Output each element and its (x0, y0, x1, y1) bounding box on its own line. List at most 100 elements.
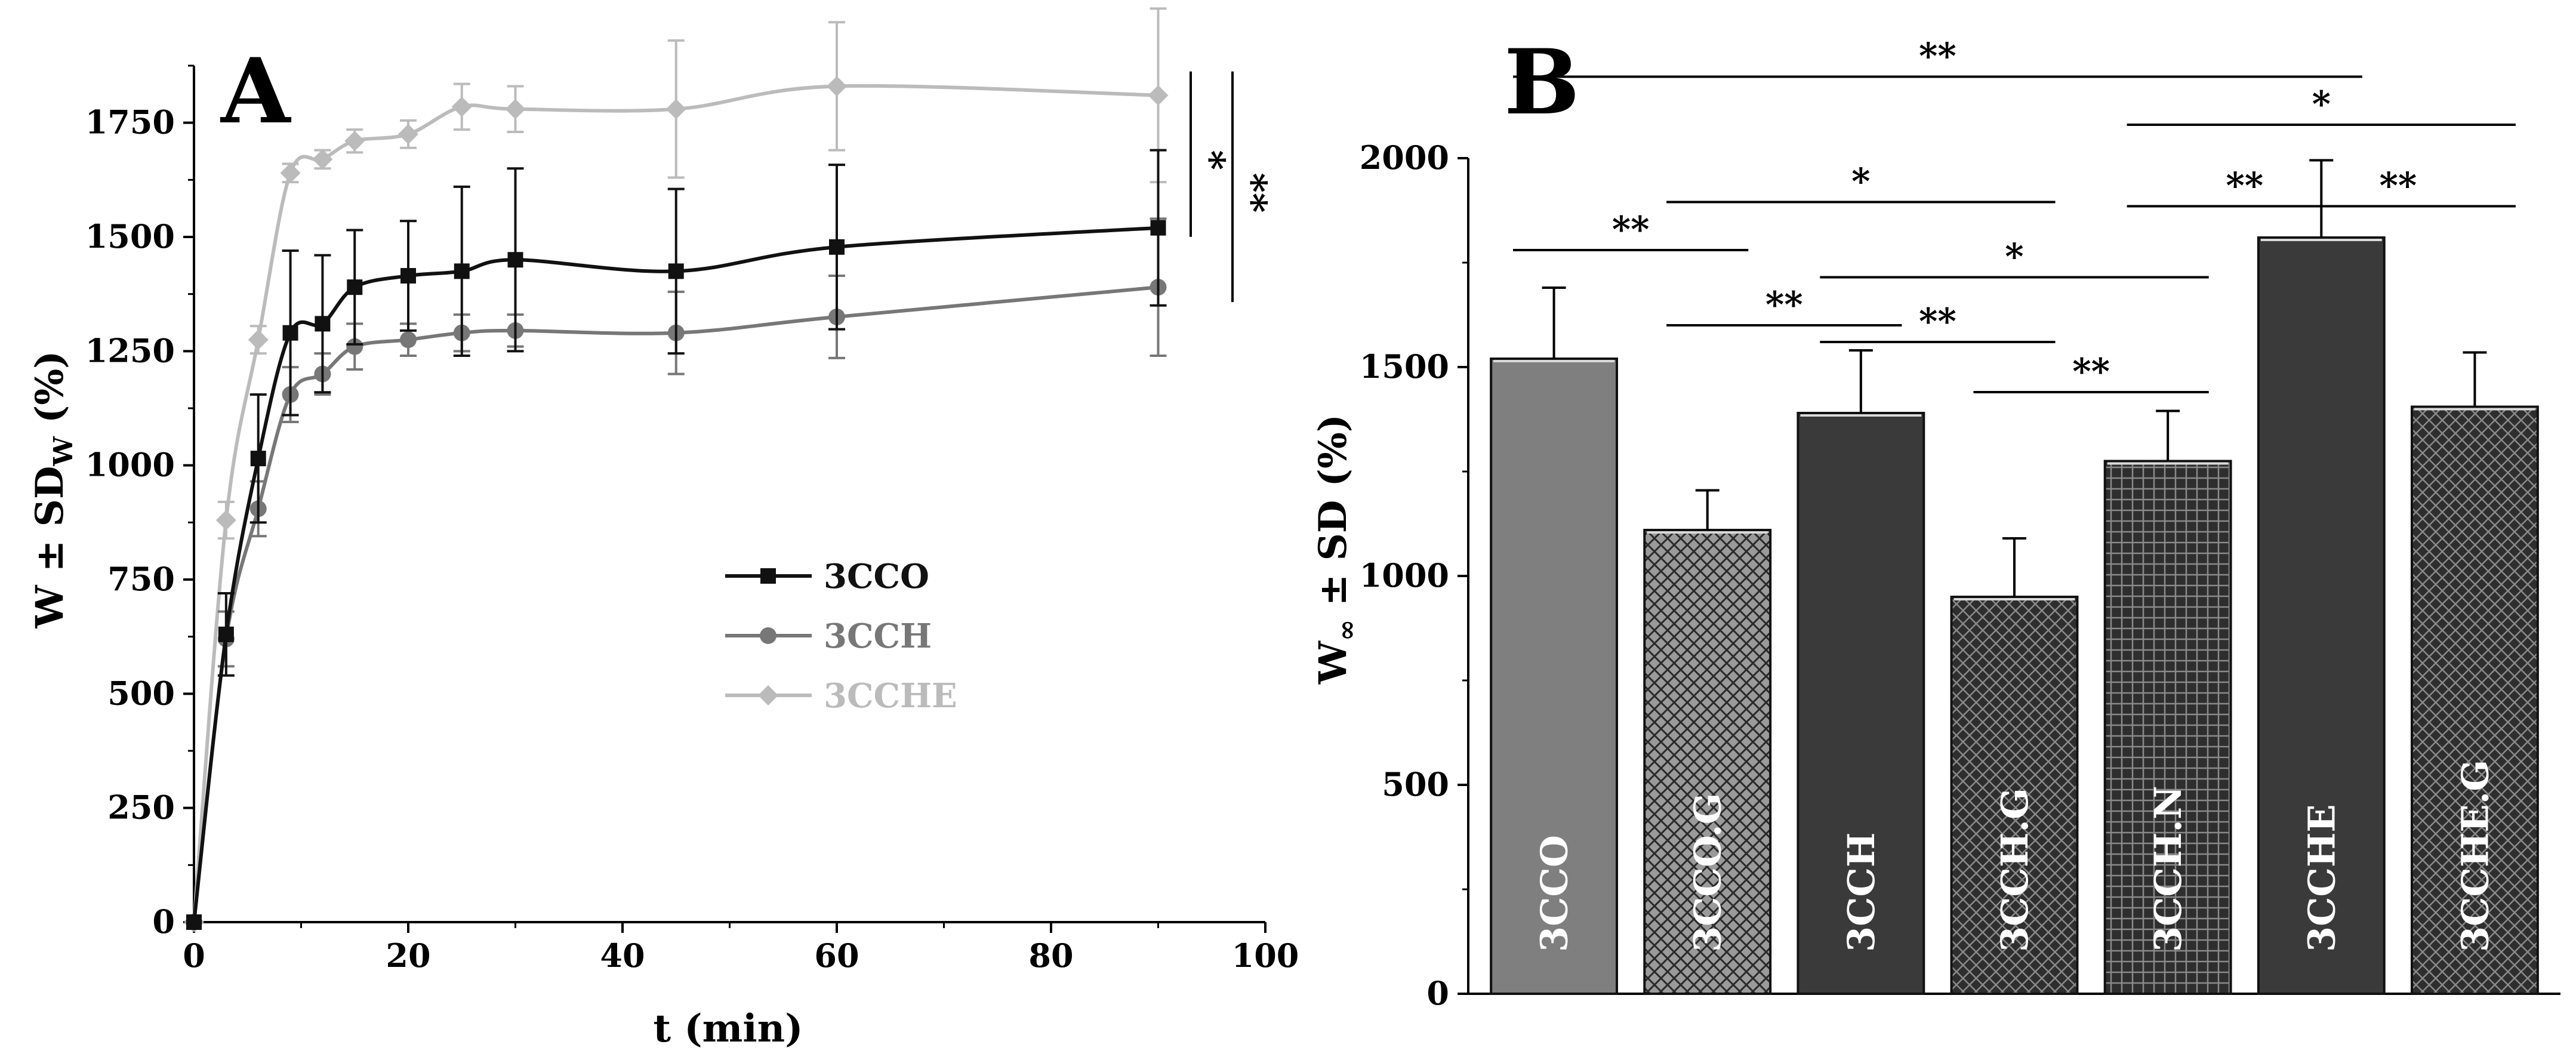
significance-label: ** (2379, 165, 2417, 207)
bar-label: 3CCO.G (1686, 793, 1730, 952)
data-point-3cche (451, 96, 472, 117)
panel-b-y-axis-label-tail: ± SD (%) (1311, 414, 1355, 620)
panel-b-letter: B (1504, 30, 1580, 135)
bar-group-3cch-n: 3CCH.N (2103, 409, 2232, 995)
panel-a-y-tick-label: 1750 (85, 103, 175, 141)
bar (2257, 236, 2386, 995)
bar-group-3cche: 3CCHE (2257, 159, 2386, 995)
panel-a-legend: 3CCO 3CCH 3CCHE (725, 557, 957, 716)
bar-label: 3CCHE (2300, 804, 2343, 952)
significance-label: ** (1919, 36, 1956, 78)
significance-label: * (1188, 150, 1233, 170)
significance-label: ** (1919, 301, 1956, 343)
panel-b-y-axis-label: W∞ ± SD (%) (1311, 414, 1362, 685)
bar-group-3cche-g: 3CCHE.G (2411, 351, 2539, 995)
significance-label: ** (1230, 172, 1275, 212)
legend-label: 3CCH (824, 617, 932, 656)
bar-group-3cco: 3CCO (1490, 286, 1618, 995)
data-point-3cche (248, 329, 269, 350)
data-point-3cche (344, 131, 365, 152)
data-point-3cco (218, 626, 234, 642)
data-point-3cco (250, 451, 266, 467)
bar-group-3cco-g: 3CCO.G (1643, 489, 1772, 995)
significance-label: * (2005, 236, 2023, 278)
significance-label: * (2312, 84, 2331, 125)
panel-a-y-tick-label: 750 (107, 560, 175, 598)
bar-label: 3CCH (1839, 833, 1883, 952)
bar-label: 3CCH.G (1993, 788, 2036, 952)
significance-label: ** (2072, 351, 2110, 393)
bar (2411, 405, 2539, 995)
bar-label: 3CCO (1533, 835, 1576, 952)
panel-a-x-tick-label: 0 (183, 936, 205, 975)
data-point-3cche (280, 162, 301, 183)
panel-b-significance: ****** ** ********* (1513, 36, 2516, 393)
data-point-3cco (186, 914, 202, 930)
data-point-3cche (505, 98, 526, 119)
panel-a-y-tick-label: 1250 (85, 331, 175, 369)
series-line-3cco (192, 226, 1158, 923)
legend-item-3cch: 3CCH (725, 617, 932, 656)
legend-label: 3CCO (824, 557, 929, 596)
data-point-3cco (282, 325, 298, 341)
panel-a-y-tick-label: 0 (152, 902, 175, 941)
panel-a-significance: *** (1188, 71, 1275, 303)
panel-a-x-tick-label: 60 (814, 936, 859, 975)
panel-b-y-tick-label: 1500 (1360, 347, 1449, 386)
significance-label: ** (2226, 165, 2263, 207)
bar (1643, 529, 1772, 995)
data-point-3cche (665, 98, 686, 119)
bar-label: 3CCHE.G (2453, 760, 2497, 952)
series-line-3cch (192, 285, 1158, 923)
series-3cco (186, 149, 1167, 930)
bar (1490, 358, 1618, 995)
data-point-3cco (347, 279, 363, 295)
panel-b-y-axis-label-main: W (1311, 640, 1355, 685)
panel-a-y-axis-label-main: W ± SD (27, 466, 72, 629)
data-point-3cco (315, 316, 331, 332)
data-point-3cche (215, 510, 236, 531)
panel-a-y-axis-label-sub: W (48, 436, 79, 467)
panel-b-y-tick-label: 0 (1426, 974, 1449, 1012)
panel-a-x-tick-label: 80 (1028, 936, 1073, 975)
panel-a-axes (193, 66, 1265, 923)
legend-marker (760, 627, 777, 644)
panel-a-y-tick-label: 500 (107, 674, 175, 712)
data-point-3cch (400, 331, 417, 349)
panel-b-y-tick-label: 2000 (1360, 138, 1449, 177)
bar (1950, 596, 2079, 995)
panel-a-y-tick-label: 1500 (85, 217, 175, 255)
panel-a-x-tick-label: 40 (600, 936, 645, 975)
bar-label: 3CCH.N (2146, 785, 2190, 952)
panel-a-y-axis-label-tail: (%) (27, 351, 72, 437)
data-point-3cche (398, 124, 418, 144)
data-point-3cco (400, 268, 416, 284)
legend-item-3cche: 3CCHE (725, 676, 957, 716)
series-line-3cche (192, 84, 1158, 923)
bar (1797, 412, 1925, 995)
panel-a-y-tick-label: 250 (107, 788, 175, 827)
legend-marker (760, 568, 776, 584)
data-point-3cco (507, 252, 523, 268)
significance-label: ** (1612, 209, 1650, 251)
data-point-3cche (827, 76, 847, 97)
data-point-3cco (1150, 220, 1166, 236)
data-point-3cch (346, 338, 363, 355)
data-point-3cco (829, 239, 845, 255)
data-point-3cco (454, 263, 470, 279)
significance-label: ** (1765, 284, 1803, 326)
panel-a-series (184, 7, 1169, 932)
panel-a-x-tick-label: 20 (386, 936, 430, 975)
data-point-3cche (312, 149, 333, 170)
panel-b-bars: 3CCO 3CCO.G 3CCH 3CCH.G 3CCH.N 3CCHE 3CCHE.G (1490, 159, 2539, 995)
legend-marker (758, 685, 778, 705)
data-point-3cche (1148, 85, 1169, 106)
data-point-3cco (668, 263, 684, 279)
panel-b-y-axis-label-sub: ∞ (1332, 620, 1362, 642)
panel-b-y-tick-label: 1000 (1360, 556, 1449, 594)
significance-label: * (1851, 161, 1870, 203)
legend-label: 3CCHE (824, 676, 957, 716)
